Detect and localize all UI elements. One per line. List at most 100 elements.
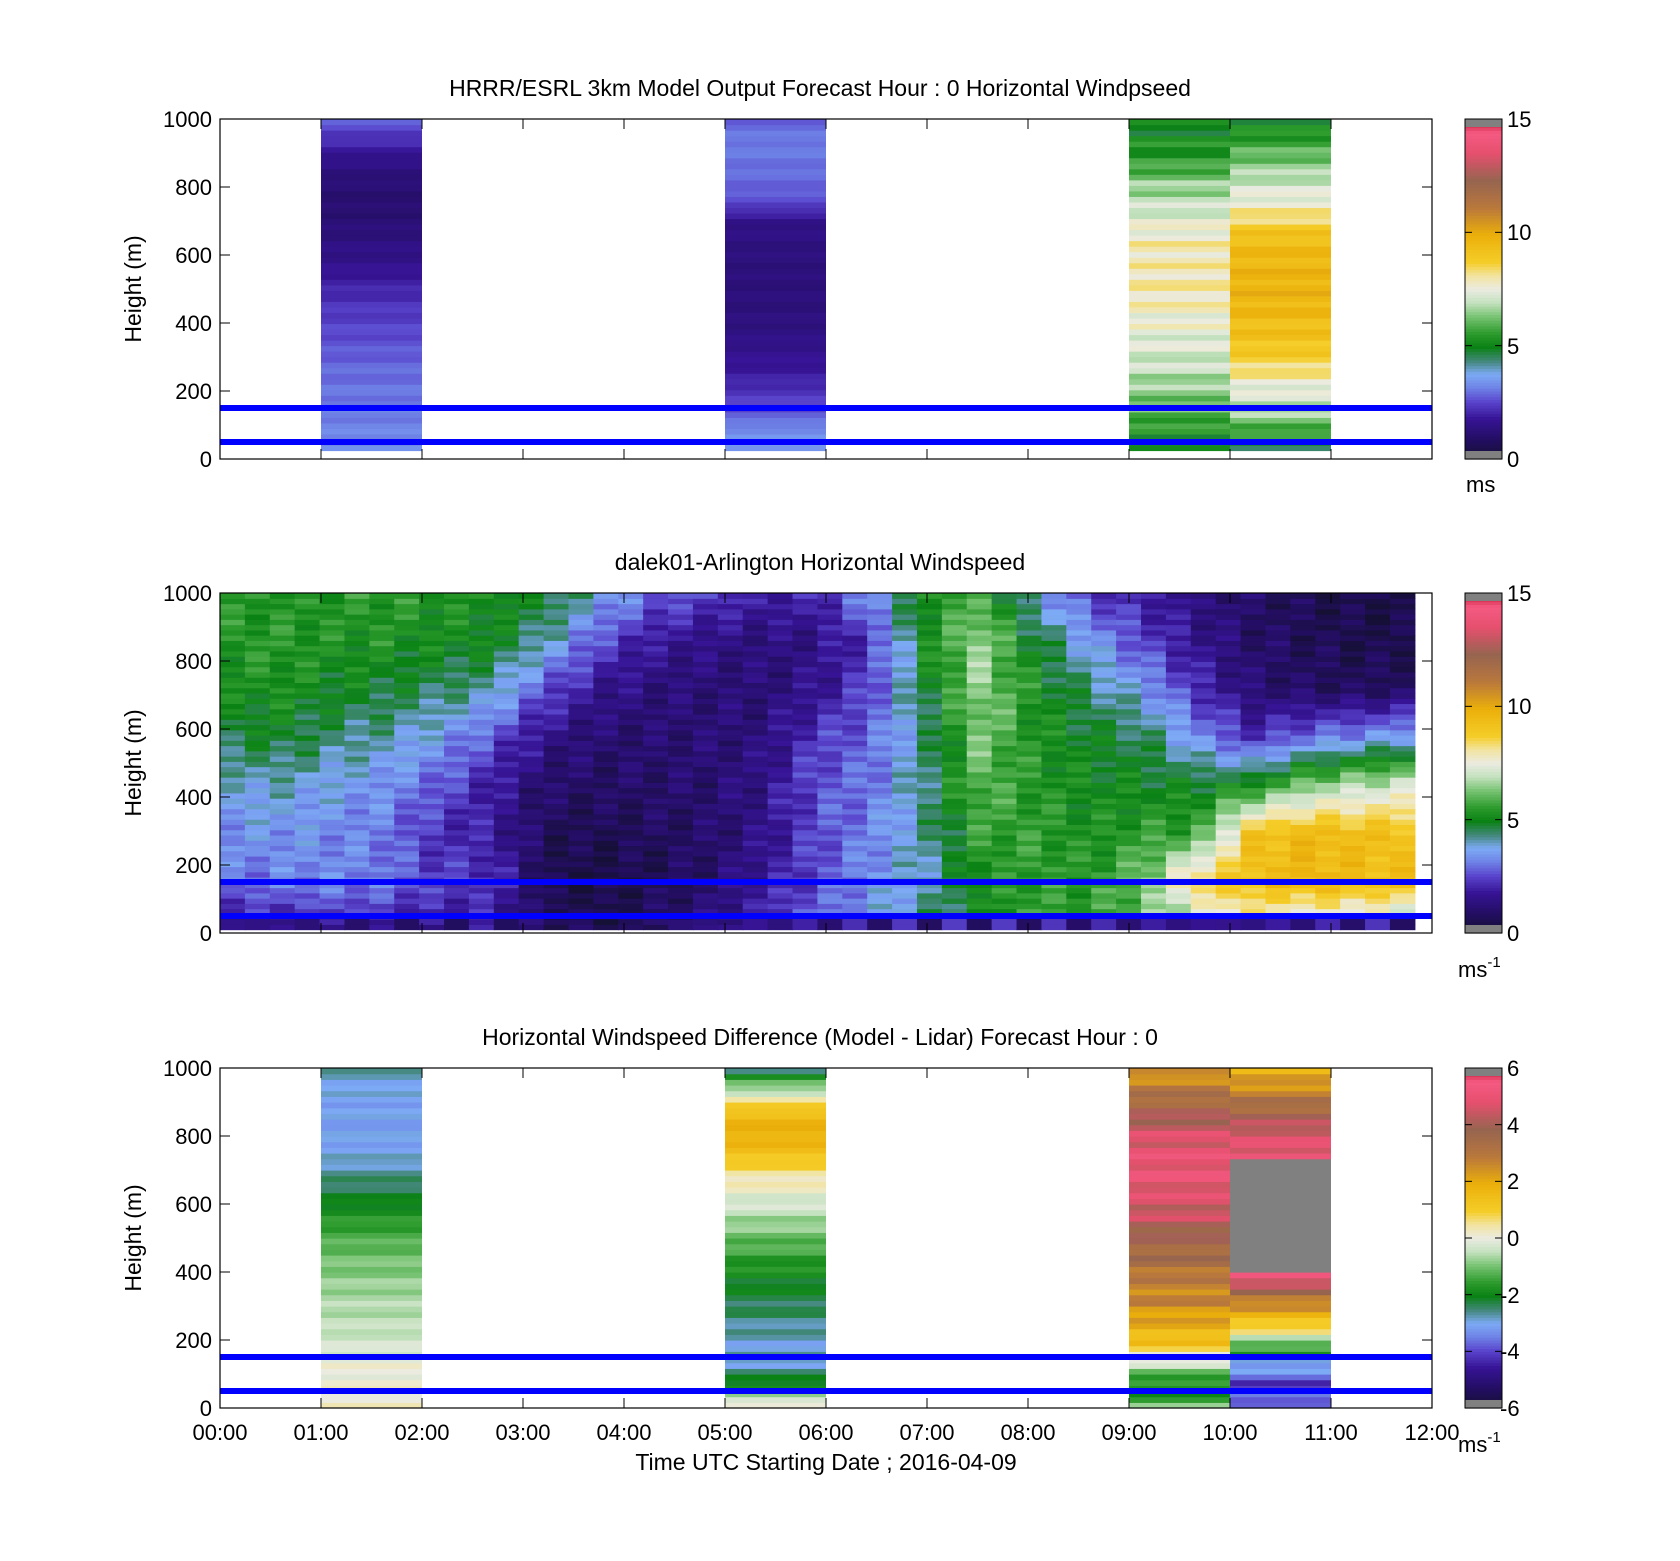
heatmap-cell [543,813,570,820]
heatmap-cell [1190,698,1217,705]
heatmap-cell [568,614,594,620]
colorbar-segment [1465,297,1502,301]
heatmap-cell [817,608,843,615]
heatmap-cell [742,924,769,931]
heatmap-cell [817,635,843,641]
colorbar-tick-label: 2 [1507,1169,1519,1194]
colorbar-segment [1465,649,1502,654]
heatmap-cell [618,855,644,862]
heatmap-cell [692,866,719,873]
heatmap-cell [444,756,470,762]
heatmap-cell [319,729,346,736]
heatmap-cell [867,619,893,626]
heatmap-cell [668,792,694,799]
heatmap-cell [244,708,271,715]
heatmap-cell [269,908,296,915]
panel-difference-heatmap [220,1068,1432,1409]
colorbar-segment [1465,306,1502,310]
heatmap-cell [1091,729,1117,736]
heatmap-cell [593,624,619,631]
heatmap-cell [991,866,1018,873]
heatmap-cell [543,792,570,799]
heatmap-cell [321,1119,422,1126]
heatmap-cell [321,1079,422,1086]
heatmap-cell [444,766,470,773]
heatmap-cell [1230,1102,1331,1109]
colorbar-segment [1465,737,1502,741]
heatmap-cell [220,593,246,599]
heatmap-cell [792,614,819,620]
heatmap-cell [1016,887,1043,894]
heatmap-cell [568,650,594,657]
heatmap-cell [244,771,271,778]
heatmap-cell [1165,766,1192,773]
heatmap-cell [725,1283,826,1290]
heatmap-cell [444,850,470,857]
heatmap-cell [1340,819,1366,826]
colorbar-segment [1465,314,1502,318]
colorbar-segment [1465,365,1502,369]
colorbar-segment [1465,1116,1502,1120]
heatmap-cell [867,866,893,873]
colorbar-segment [1465,814,1502,818]
heatmap-cell [244,871,271,878]
heatmap-cell [568,682,594,689]
heatmap-cell [1041,661,1067,668]
heatmap-cell [344,813,370,820]
heatmap-cell [792,850,819,857]
heatmap-cell [220,798,246,804]
heatmap-cell [1265,692,1291,699]
heatmap-cell [725,1294,826,1301]
colorbar-segment [1465,621,1502,625]
colorbar-segment [1465,1246,1502,1250]
heatmap-cell [692,777,719,783]
heatmap-cell [991,598,1018,605]
heatmap-cell [725,400,826,407]
heatmap-cell [1265,866,1291,873]
colorbar-segment [1465,899,1502,903]
heatmap-cell [321,389,422,396]
heatmap-cell [394,635,420,641]
heatmap-cell [692,787,719,794]
heatmap-cell [568,761,594,768]
colorbar-segment [1465,206,1502,211]
colorbar-segment [1465,1235,1502,1239]
heatmap-cell [1215,756,1242,762]
heatmap-cell [817,777,843,783]
colorbar-segment [1465,252,1502,256]
colorbar-segment [1465,444,1502,449]
heatmap-cell [817,645,843,652]
heatmap-cell [1116,882,1142,889]
heatmap-cell [419,735,445,741]
heatmap-cell [742,824,769,831]
heatmap-cell [1240,777,1267,783]
heatmap-cell [817,792,843,799]
colorbar-segment [1465,1113,1502,1117]
heatmap-cell [369,871,395,878]
colorbar-segment [1465,1385,1502,1389]
heatmap-cell [1116,777,1142,783]
heatmap-cell [1240,824,1267,831]
heatmap-cell [668,871,694,878]
heatmap-cell [668,850,694,857]
heatmap-cell [1041,861,1067,868]
heatmap-cell [394,735,420,741]
colorbar-segment [1465,289,1502,293]
heatmap-cell [842,719,868,726]
heatmap-cell [344,840,370,847]
heatmap-cell [618,834,644,841]
y-tick-label: 200 [175,379,212,404]
colorbar-segment [1465,918,1502,923]
heatmap-cell [643,593,669,599]
heatmap-cell [493,871,520,878]
heatmap-cell [1215,682,1242,689]
heatmap-cell [1215,861,1242,868]
heatmap-cell [941,692,968,699]
heatmap-cell [725,1255,826,1262]
heatmap-cell [668,840,694,847]
heatmap-cell [269,761,296,768]
heatmap-cell [543,708,570,715]
heatmap-cell [1230,1198,1331,1205]
heatmap-cell [668,808,694,815]
heatmap-cell [419,919,445,925]
